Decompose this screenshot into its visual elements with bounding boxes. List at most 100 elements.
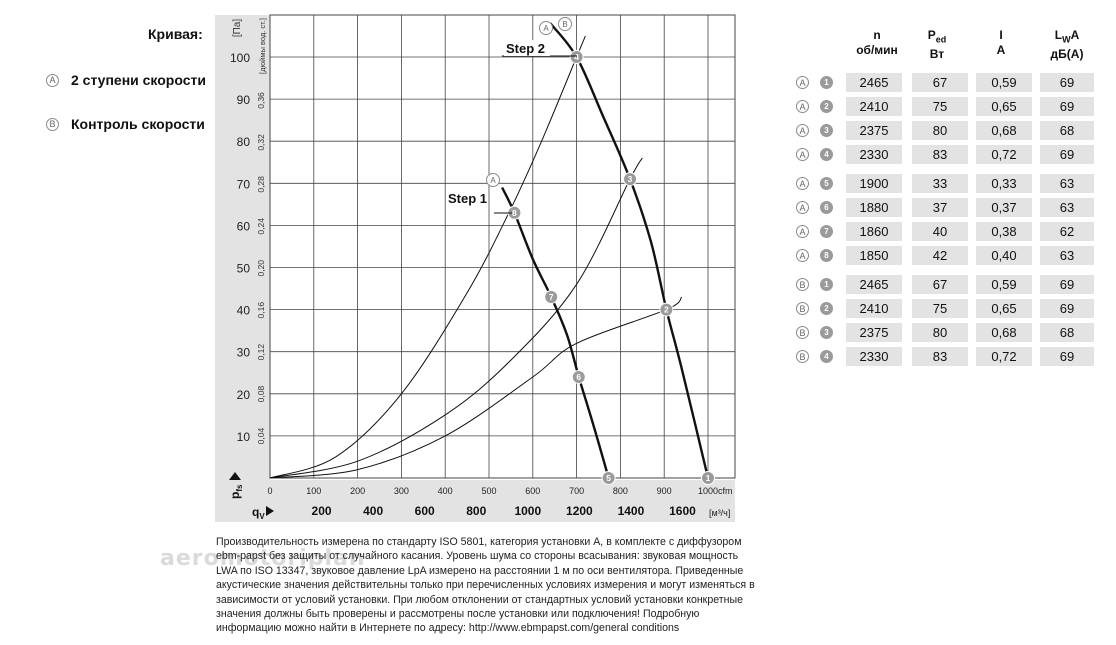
x-tick-label-cfm: 700 xyxy=(569,486,584,496)
header-unit: об/мин xyxy=(856,43,898,57)
operating-point-badge: 1 xyxy=(820,76,833,89)
y-tick-label-pa: 10 xyxy=(237,430,251,444)
curve-a-icon: A xyxy=(796,76,809,89)
curve-a-icon xyxy=(539,21,553,35)
operating-point-badge: 3 xyxy=(820,326,833,339)
table-cell-i: 0,72 xyxy=(976,347,1032,366)
table-header-speed: n об/мин xyxy=(852,28,902,58)
table-cell-p: 75 xyxy=(912,97,968,116)
x-tick-label-m3h: 800 xyxy=(466,504,486,518)
table-cell-i: 0,65 xyxy=(976,97,1032,116)
y-tick-label-inwg: 0,24 xyxy=(256,218,266,235)
table-cell-p: 67 xyxy=(912,73,968,92)
curve-a-icon: A xyxy=(796,225,809,238)
x-tick-label-m3h: 1400 xyxy=(618,504,645,518)
table-cell-p: 75 xyxy=(912,299,968,318)
y-axis-label-sub: fs xyxy=(235,484,244,492)
operating-point-marker xyxy=(544,289,559,304)
curve-a-icon: A xyxy=(46,73,59,87)
operating-point-label: 8 xyxy=(512,208,517,218)
curve-a-icon: A xyxy=(796,177,809,190)
y-tick-label-pa: 40 xyxy=(237,304,251,318)
table-cell-i: 0,40 xyxy=(976,246,1032,265)
table-cell-p: 67 xyxy=(912,275,968,294)
table-cell-lwa: 69 xyxy=(1040,299,1094,318)
curve-b-icon: B xyxy=(46,117,59,131)
operating-point-badge: 6 xyxy=(820,201,833,214)
table-cell-n: 2375 xyxy=(846,323,902,342)
table-cell-p: 33 xyxy=(912,174,968,193)
operating-point-marker xyxy=(569,50,584,64)
table-cell-n: 2330 xyxy=(846,347,902,366)
legend-item-label: Контроль скорости xyxy=(71,116,205,132)
table-cell-i: 0,38 xyxy=(976,222,1032,241)
header-main-letter: P xyxy=(927,28,936,42)
plot-area xyxy=(270,15,735,478)
table-cell-lwa: 68 xyxy=(1040,323,1094,342)
x-tick-label-m3h: 200 xyxy=(312,504,332,518)
table-cell-n: 2465 xyxy=(846,275,902,294)
legend-item-b: B Контроль скорости xyxy=(46,116,205,132)
legend-item-label: 2 ступени скорости xyxy=(71,72,206,88)
operating-point-badge: 4 xyxy=(820,148,833,161)
x-tick-label-cfm: 900 xyxy=(657,486,672,496)
curve-a-icon-label: A xyxy=(490,176,496,185)
x-axis-label: qV xyxy=(252,505,265,521)
y-tick-label-inwg: 0,04 xyxy=(256,428,266,445)
table-cell-p: 83 xyxy=(912,347,968,366)
operating-point-badge: 3 xyxy=(820,124,833,137)
operating-point-badge: 4 xyxy=(820,350,833,363)
x-tick-label-cfm: 0 xyxy=(267,486,272,496)
x-tick-label-m3h: 400 xyxy=(363,504,383,518)
x-tick-label-m3h: 600 xyxy=(415,504,435,518)
y-axis-band xyxy=(215,15,270,480)
table-cell-i: 0,37 xyxy=(976,198,1032,217)
operating-point-label: 4 xyxy=(574,52,579,62)
header-main: LWA xyxy=(1040,28,1094,47)
x-axis-band xyxy=(215,480,735,522)
table-cell-n: 1900 xyxy=(846,174,902,193)
y-tick-label-inwg: 0,28 xyxy=(256,176,266,193)
operating-point-marker xyxy=(601,471,616,485)
operating-point-marker xyxy=(659,302,674,317)
table-cell-lwa: 69 xyxy=(1040,275,1094,294)
operating-point-marker xyxy=(571,369,586,384)
y-tick-label-inwg: 0,32 xyxy=(256,134,266,151)
table-cell-p: 40 xyxy=(912,222,968,241)
operating-point-label: 6 xyxy=(576,372,581,382)
table-cell-lwa: 68 xyxy=(1040,121,1094,140)
curve-a-icon: A xyxy=(796,148,809,161)
table-cell-i: 0,68 xyxy=(976,121,1032,140)
curve-a-icon: A xyxy=(796,100,809,113)
table-cell-p: 80 xyxy=(912,121,968,140)
y-tick-label-pa: 20 xyxy=(237,388,251,402)
y-arrow-icon xyxy=(229,472,241,480)
operating-point-marker xyxy=(701,471,715,485)
y-tick-label-inwg: 0,16 xyxy=(256,302,266,319)
curve-b-icon: B xyxy=(796,326,809,339)
x-tick-label-cfm: 500 xyxy=(481,486,496,496)
table-cell-lwa: 69 xyxy=(1040,347,1094,366)
x-tick-label-m3h: 1000 xyxy=(514,504,541,518)
y-unit-inwg: [дюймы вод. ст.] xyxy=(258,18,267,74)
curve-a-icon xyxy=(486,173,500,187)
operating-point-badge: 5 xyxy=(820,177,833,190)
table-header-sound: LWA дБ(A) xyxy=(1040,28,1094,62)
curve-a-icon: A xyxy=(796,201,809,214)
watermark: aeromotoriplan xyxy=(160,546,366,571)
header-unit: A xyxy=(996,43,1006,57)
operating-point-label: 1 xyxy=(706,473,711,483)
table-cell-i: 0,65 xyxy=(976,299,1032,318)
table-cell-n: 1850 xyxy=(846,246,902,265)
table-cell-n: 2465 xyxy=(846,73,902,92)
operating-point-badge: 2 xyxy=(820,302,833,315)
y-unit-pa: [Па] xyxy=(232,19,243,38)
header-main: Ped xyxy=(912,28,962,47)
table-cell-n: 1880 xyxy=(846,198,902,217)
table-cell-lwa: 63 xyxy=(1040,246,1094,265)
table-cell-p: 80 xyxy=(912,323,968,342)
y-tick-label-pa: 50 xyxy=(237,262,251,276)
plot-frame xyxy=(269,14,736,479)
table-cell-n: 2410 xyxy=(846,299,902,318)
x-tick-label-cfm: 200 xyxy=(350,486,365,496)
